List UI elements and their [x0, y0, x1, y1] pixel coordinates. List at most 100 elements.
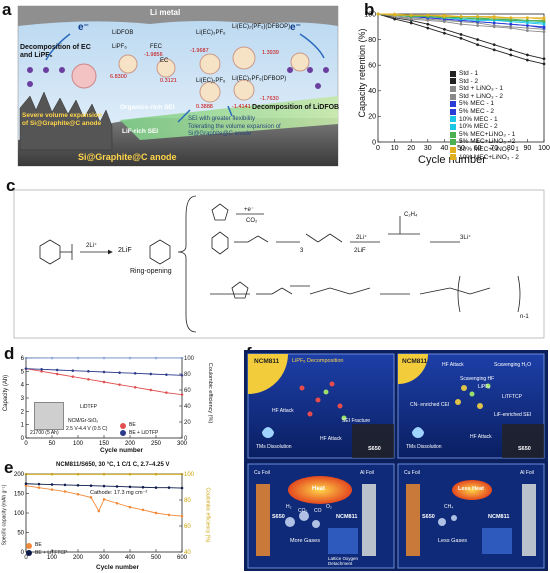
legend-label: 5% MEC+LiNO₃ - 2	[459, 138, 516, 146]
data-point	[167, 486, 171, 489]
data-point	[37, 482, 41, 486]
d-y2label: Coulombic efficiency (%)	[207, 362, 214, 424]
data-point	[459, 33, 463, 36]
d-cell-photo	[34, 402, 64, 430]
sei-green-layer	[120, 96, 338, 140]
data-point	[442, 20, 446, 24]
capacity-ce-chart-e: 0 100 200 300 400 500 600 0 50 100 150 200 40 60 80 100	[14, 472, 195, 561]
y2-tick-label: 100	[184, 356, 195, 362]
capacity-retention-chart: 0 10 20 30 40 50 60 70 80 90 100 0 20 40 60 80 100	[364, 11, 550, 152]
y-tick-label: 0	[21, 436, 25, 442]
data-point	[442, 15, 446, 19]
data-point	[509, 22, 513, 26]
legend-entry: 5% MEC - 2	[450, 108, 519, 116]
f-s650-right: S650	[518, 446, 531, 452]
y-tick-label: 5	[21, 369, 25, 375]
c-lif-1: 2LiF	[118, 247, 132, 254]
data-point	[492, 25, 496, 29]
f-lipf6-decomp: LiPF₆ Decomposition	[292, 358, 344, 364]
d-ylabel: Capacity (Ah)	[3, 374, 10, 412]
data-point	[509, 53, 513, 57]
complex-3-label: Li(EC)₂PF₆	[196, 78, 226, 84]
c-e-minus: +e⁻	[244, 207, 255, 213]
panel-f: f	[232, 344, 550, 573]
data-point	[525, 53, 529, 57]
legend-label: 10% MEC - 1	[459, 115, 498, 123]
data-point	[525, 18, 529, 22]
c-li-plus-3: 3Li⁺	[460, 235, 472, 241]
d-additive: LiDTFP	[80, 404, 97, 410]
f-lipf6-right: LiPF₆	[478, 384, 491, 390]
data-point	[118, 383, 121, 387]
f-al-foil-left: Al Foil	[360, 470, 374, 476]
data-point	[426, 18, 430, 22]
data-point	[24, 367, 28, 371]
y2-tick-label: 60	[184, 524, 191, 530]
data-point	[71, 375, 75, 379]
panel-b: b 0 10 20 30 40 50 60 70 80 90 100 0 20 40 60 80 100 Cap…	[340, 0, 550, 168]
f-cu-foil-right: Cu Foil	[404, 470, 420, 476]
panel-label-a: a	[2, 0, 12, 19]
data-point	[128, 356, 132, 360]
data-point	[102, 380, 106, 384]
f-heat: Heat	[312, 486, 326, 492]
legend-swatch	[450, 139, 456, 146]
b-legend: Std - 1 Std - 2 Std + LiNO₃ - 1 Std + LiNO₃…	[450, 70, 519, 161]
y-tick-label: 4	[21, 383, 25, 389]
data-point	[509, 18, 513, 22]
x-tick-label: 100	[538, 145, 550, 152]
y2-tick-label: 80	[184, 498, 191, 504]
legend-swatch	[450, 78, 456, 85]
y-tick-label: 1	[21, 423, 25, 429]
legend-entry: 10% MEC+LiNO₃ - 2	[450, 154, 519, 162]
energy-3: 0.3121	[160, 78, 177, 84]
f-gas-h2: H₂	[286, 504, 292, 510]
data-point	[102, 484, 106, 488]
data-point	[180, 373, 184, 377]
y2-tick-label: 100	[184, 472, 195, 478]
data-point	[149, 372, 153, 376]
c-li-plus-2: 2Li⁺	[356, 235, 368, 241]
data-point	[40, 367, 43, 371]
data-point	[525, 21, 529, 25]
legend-entry: 10% MEC+LiNO₃ - 1	[450, 146, 519, 154]
x-tick-label: 400	[125, 555, 136, 561]
energy-6: -1.4141	[232, 104, 251, 110]
data-point	[442, 27, 446, 31]
legend-entry: Std - 1	[450, 70, 519, 78]
legend-entry: Std + LiNO₃ - 2	[450, 93, 519, 101]
c-co2: CO₂	[246, 218, 258, 224]
y2-tick-label: 80	[184, 372, 191, 378]
data-point	[102, 498, 106, 501]
data-point	[76, 356, 80, 360]
y-tick-label: 0	[21, 550, 25, 556]
data-point	[165, 373, 168, 377]
panel-label-b: b	[364, 0, 375, 19]
rough-anode-surface	[19, 91, 113, 151]
data-point	[102, 472, 106, 476]
x-tick-label: 200	[125, 441, 136, 447]
x-tick-label: 10	[391, 145, 399, 152]
f-tm-diss-right: TMs Dissolution	[406, 444, 442, 450]
data-point	[542, 26, 546, 30]
f-scav-hf: Scavenging HF	[460, 376, 495, 382]
y-tick-label: 6	[21, 356, 25, 362]
reaction-scheme	[13, 189, 545, 339]
data-point	[118, 371, 121, 375]
panel-d: d 0 50 100 150 200 250 300 0 1 2 3 4 5 6 0 20 40 60 80 100 …	[0, 344, 232, 456]
legend-entry: 5% MEC - 1	[450, 100, 519, 108]
legend-label: 5% MEC+LiNO₃ - 1	[459, 130, 516, 138]
series-line	[25, 485, 183, 517]
legend-swatch	[450, 154, 456, 161]
data-point	[542, 62, 546, 66]
c-subscript-3: 3	[300, 248, 304, 254]
f-ncm811-bottom-left: NCM811	[336, 514, 358, 520]
x-tick-label: 90	[524, 145, 532, 152]
x-tick-label: 150	[99, 441, 110, 447]
data-point	[87, 377, 90, 381]
energy-7: 1.3939	[262, 50, 279, 56]
panel-c: c	[0, 176, 550, 340]
panel-a: a	[0, 0, 340, 168]
sei-tolerate-label: Tolerating the volume expansion of Si@Gr…	[188, 124, 281, 137]
y-tick-label: 40	[368, 88, 376, 95]
